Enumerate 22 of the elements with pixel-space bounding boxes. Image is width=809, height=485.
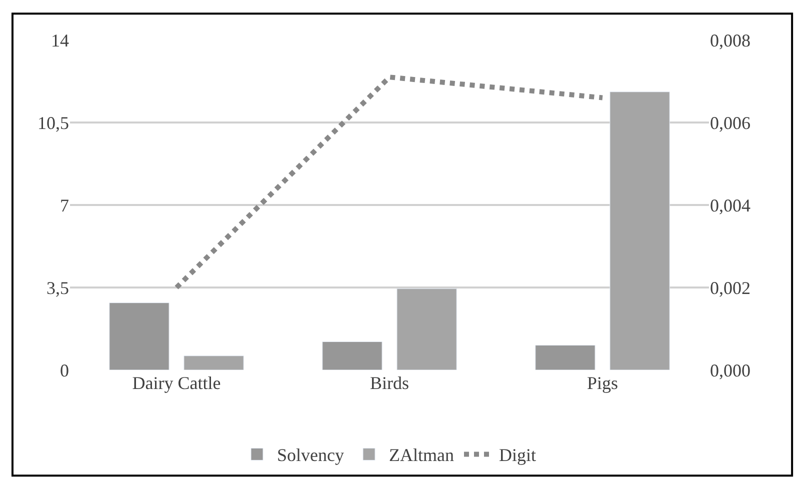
bar	[610, 92, 670, 370]
y-tick-label: 7	[60, 195, 69, 216]
y-tick-label: 14	[51, 30, 69, 50]
y2-tick-label: 0,006	[710, 112, 750, 133]
y-tick-label: 10,5	[38, 112, 69, 133]
bar	[109, 302, 170, 370]
x-tick-label: Pigs	[586, 373, 618, 393]
bar	[396, 288, 457, 370]
y2-tick-label: 0,004	[710, 195, 750, 216]
bar	[184, 356, 244, 370]
y2-tick-label: 0,002	[710, 278, 750, 298]
bar	[535, 345, 596, 370]
x-tick-label: Birds	[370, 373, 410, 393]
y-tick-label: 3,5	[46, 278, 69, 298]
x-tick-label: Dairy Cattle	[132, 373, 221, 393]
y-tick-label: 0	[60, 360, 69, 380]
y2-tick-label: 0,000	[710, 360, 750, 380]
legend-label: ZAltman	[389, 445, 454, 466]
legend-label: Solvency	[277, 445, 344, 466]
bar	[322, 341, 382, 370]
y2-tick-label: 0,008	[710, 30, 750, 50]
legend-label: Digit	[499, 445, 536, 466]
